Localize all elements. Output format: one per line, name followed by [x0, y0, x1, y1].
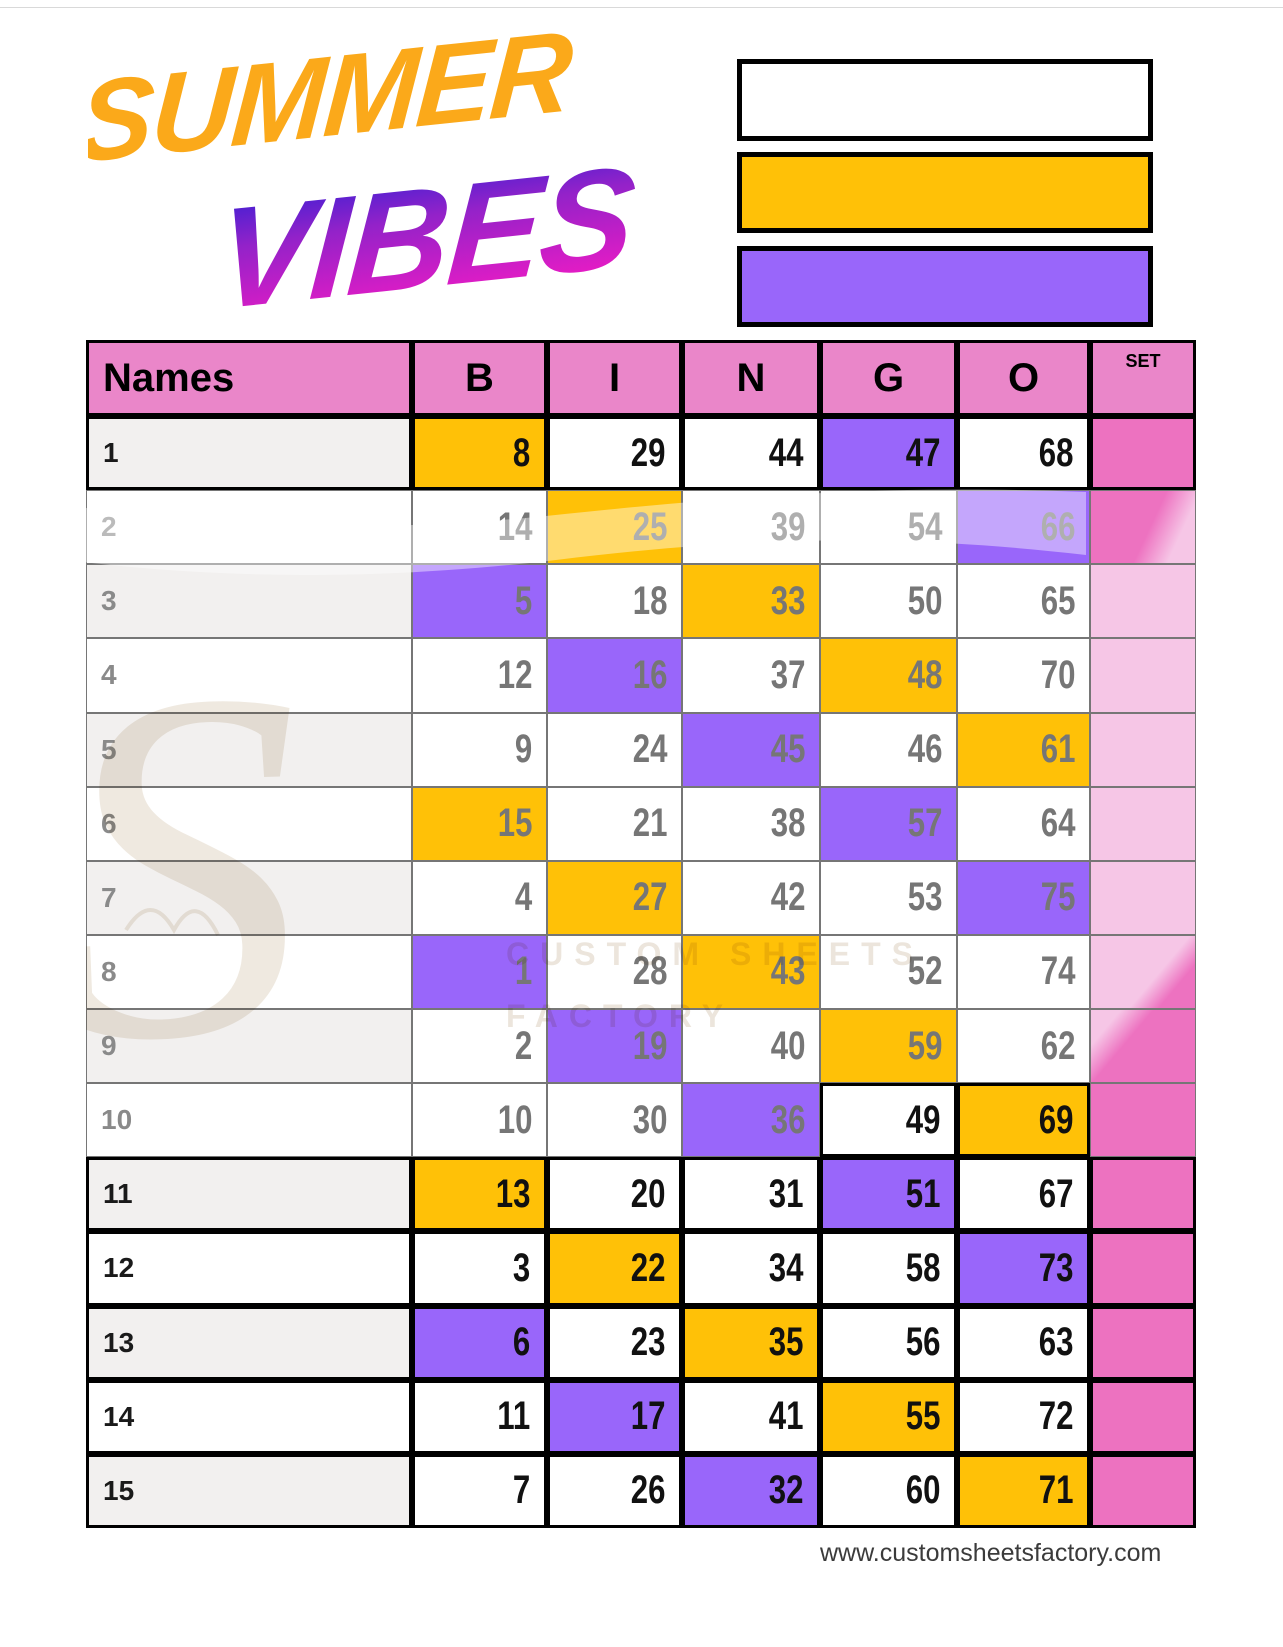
svg-text:VIBES: VIBES [213, 136, 639, 340]
